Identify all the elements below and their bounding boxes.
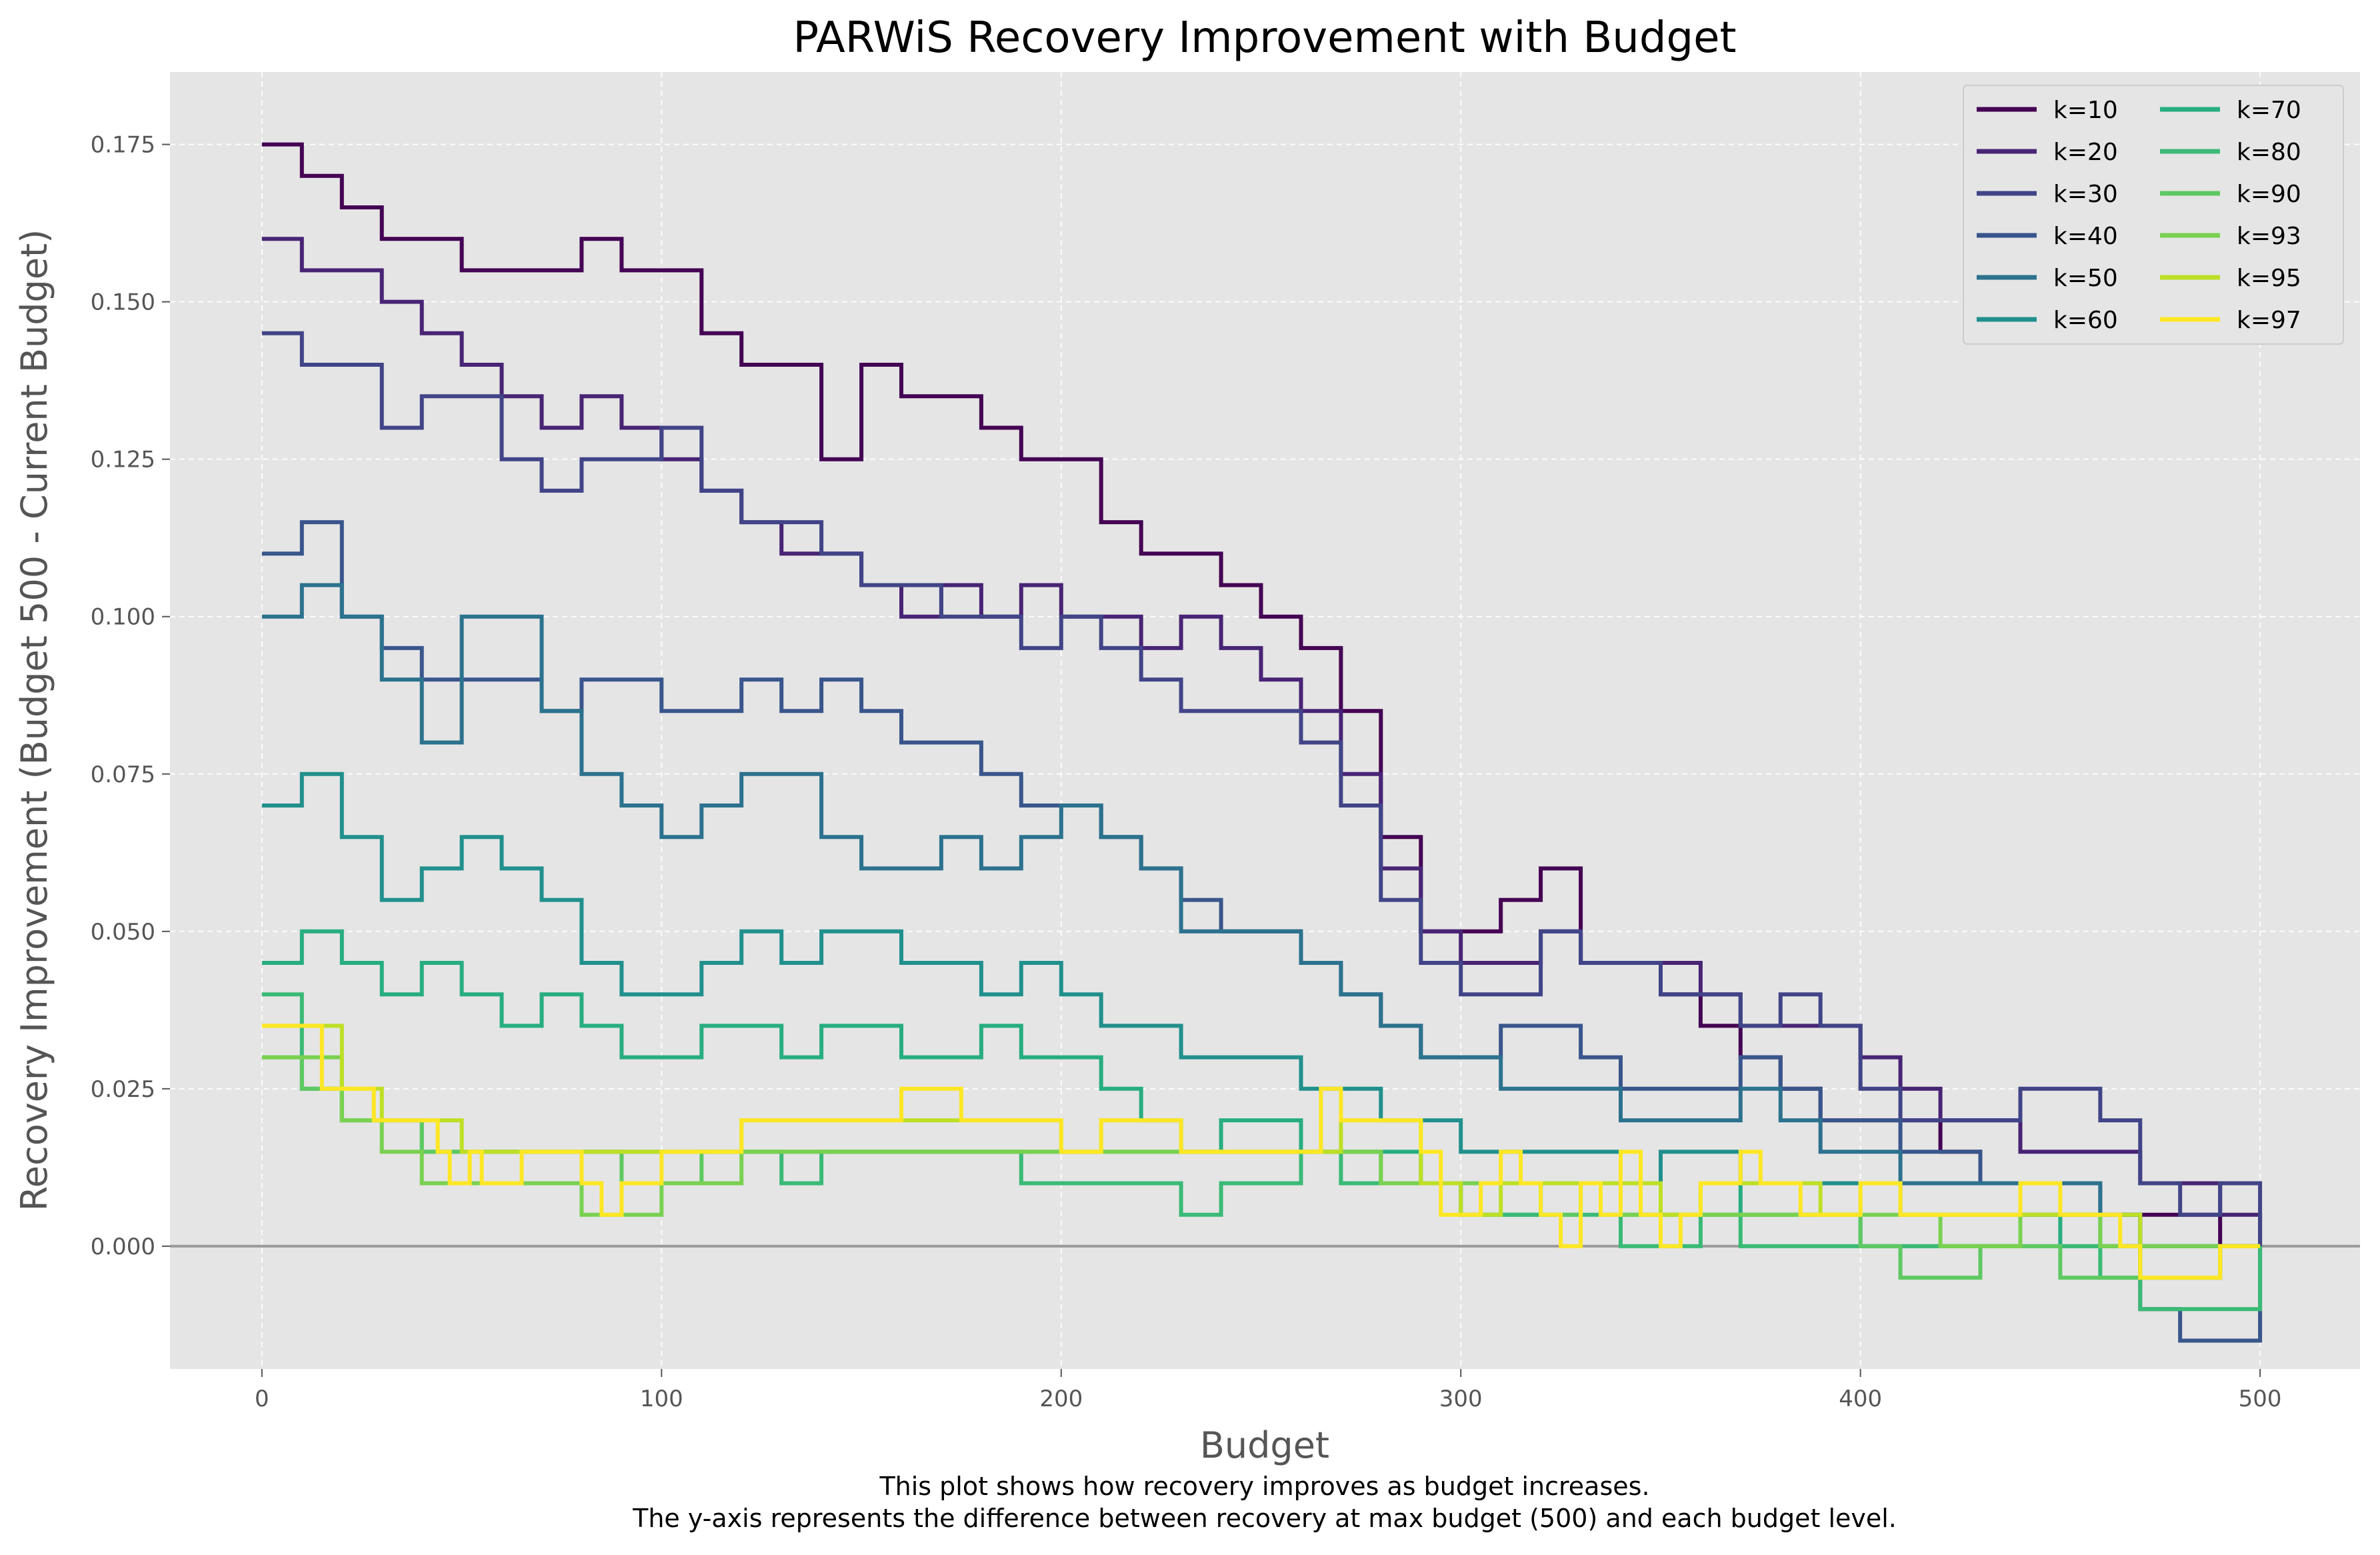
x-tick-label: 300 <box>1439 1386 1483 1412</box>
legend-label: k=97 <box>2237 307 2301 334</box>
legend-label: k=30 <box>2053 181 2118 208</box>
y-tick-label: 0.075 <box>91 761 155 788</box>
y-tick-label: 0.100 <box>91 604 155 631</box>
legend: k=10 k=20 k=30 k=40 k=50 k=60 k=70 k=80 k=90 k=93… <box>1963 85 2344 345</box>
legend-label: k=95 <box>2237 265 2301 292</box>
x-tick-label: 0 <box>255 1386 269 1412</box>
y-tick-label: 0.025 <box>91 1076 155 1103</box>
series-group <box>261 142 2263 1343</box>
x-tick-label: 100 <box>640 1386 683 1412</box>
x-tick-label: 200 <box>1039 1386 1083 1412</box>
series-line-k-60 <box>261 771 2261 1248</box>
y-tick-label: 0.150 <box>91 289 155 316</box>
legend-label: k=20 <box>2053 139 2118 166</box>
x-axis-title: Budget <box>1200 1424 1329 1466</box>
series-line-k-97 <box>261 1024 2261 1280</box>
caption-line-2: The y-axis represents the difference bet… <box>632 1504 1897 1533</box>
x-tick-label: 500 <box>2239 1386 2282 1412</box>
legend-label: k=93 <box>2237 223 2301 250</box>
legend-label: k=50 <box>2053 265 2118 292</box>
legend-label: k=90 <box>2237 181 2301 208</box>
y-axis-title: Recovery Improvement (Budget 500 - Curre… <box>13 229 55 1212</box>
legend-label: k=10 <box>2053 97 2118 124</box>
chart-title: PARWiS Recovery Improvement with Budget <box>793 13 1736 63</box>
caption-line-1: This plot shows how recovery improves as… <box>879 1472 1649 1501</box>
y-tick-label: 0.050 <box>91 919 155 946</box>
legend-label: k=60 <box>2053 307 2118 334</box>
series-line-k-20 <box>261 237 2263 1246</box>
legend-label: k=70 <box>2237 97 2301 124</box>
y-tick-label: 0.125 <box>91 447 155 473</box>
x-tick-label: 400 <box>1839 1386 1882 1412</box>
y-tick-label: 0.175 <box>91 132 155 159</box>
series-line-k-50 <box>261 583 2261 1248</box>
series-line-k-30 <box>261 331 2263 1246</box>
legend-frame <box>1963 85 2344 345</box>
legend-label: k=80 <box>2237 139 2301 166</box>
legend-items: k=10 k=20 k=30 k=40 k=50 k=60 k=70 k=80 k=90 k=93… <box>1977 97 2301 334</box>
axis-ticks: 0 100 200 300 400 500 0.000 0.025 0.050 0.075 0.10… <box>91 132 2282 1412</box>
legend-label: k=40 <box>2053 223 2118 250</box>
y-tick-label: 0.000 <box>91 1234 155 1260</box>
